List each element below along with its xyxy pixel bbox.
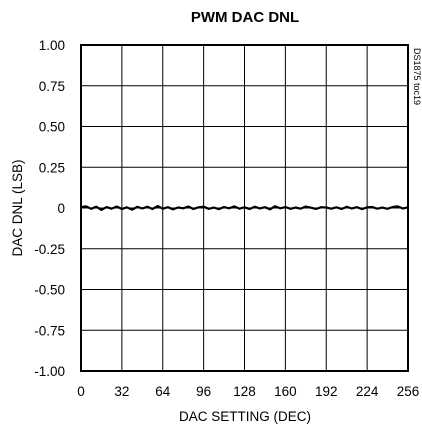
dnl-series-line xyxy=(80,204,409,212)
y-tick-labels: 1.00 0.75 0.50 0.25 0 -0.25 -0.50 -0.75 -1.00 xyxy=(34,38,65,379)
y-tick-label: 0 xyxy=(57,201,65,216)
x-axis-label: DAC SETTING (DEC) xyxy=(179,409,311,424)
figure-id: DS1875 toc19 xyxy=(412,48,422,105)
x-tick-label: 64 xyxy=(155,384,171,399)
x-tick-label: 128 xyxy=(233,384,256,399)
x-tick-label: 160 xyxy=(274,384,297,399)
y-tick-label: -0.25 xyxy=(34,242,65,257)
y-tick-label: 1.00 xyxy=(39,38,65,53)
x-tick-label: 256 xyxy=(397,384,420,399)
y-tick-label: 0.25 xyxy=(39,160,65,175)
x-tick-label: 224 xyxy=(356,384,379,399)
x-tick-labels: 0 32 64 96 128 160 192 224 256 xyxy=(77,384,419,399)
x-tick-label: 96 xyxy=(196,384,211,399)
chart-title: PWM DAC DNL xyxy=(191,9,299,26)
y-tick-label: 0.75 xyxy=(39,79,65,94)
series-group xyxy=(80,204,409,212)
y-tick-label: 0.50 xyxy=(39,120,65,135)
y-tick-label: -0.50 xyxy=(34,283,65,298)
x-tick-label: 0 xyxy=(77,384,85,399)
y-tick-label: -1.00 xyxy=(34,364,65,379)
y-axis-label: DAC DNL (LSB) xyxy=(10,159,25,256)
y-tick-label: -0.75 xyxy=(34,323,65,338)
x-tick-label: 192 xyxy=(315,384,338,399)
x-tick-label: 32 xyxy=(114,384,129,399)
